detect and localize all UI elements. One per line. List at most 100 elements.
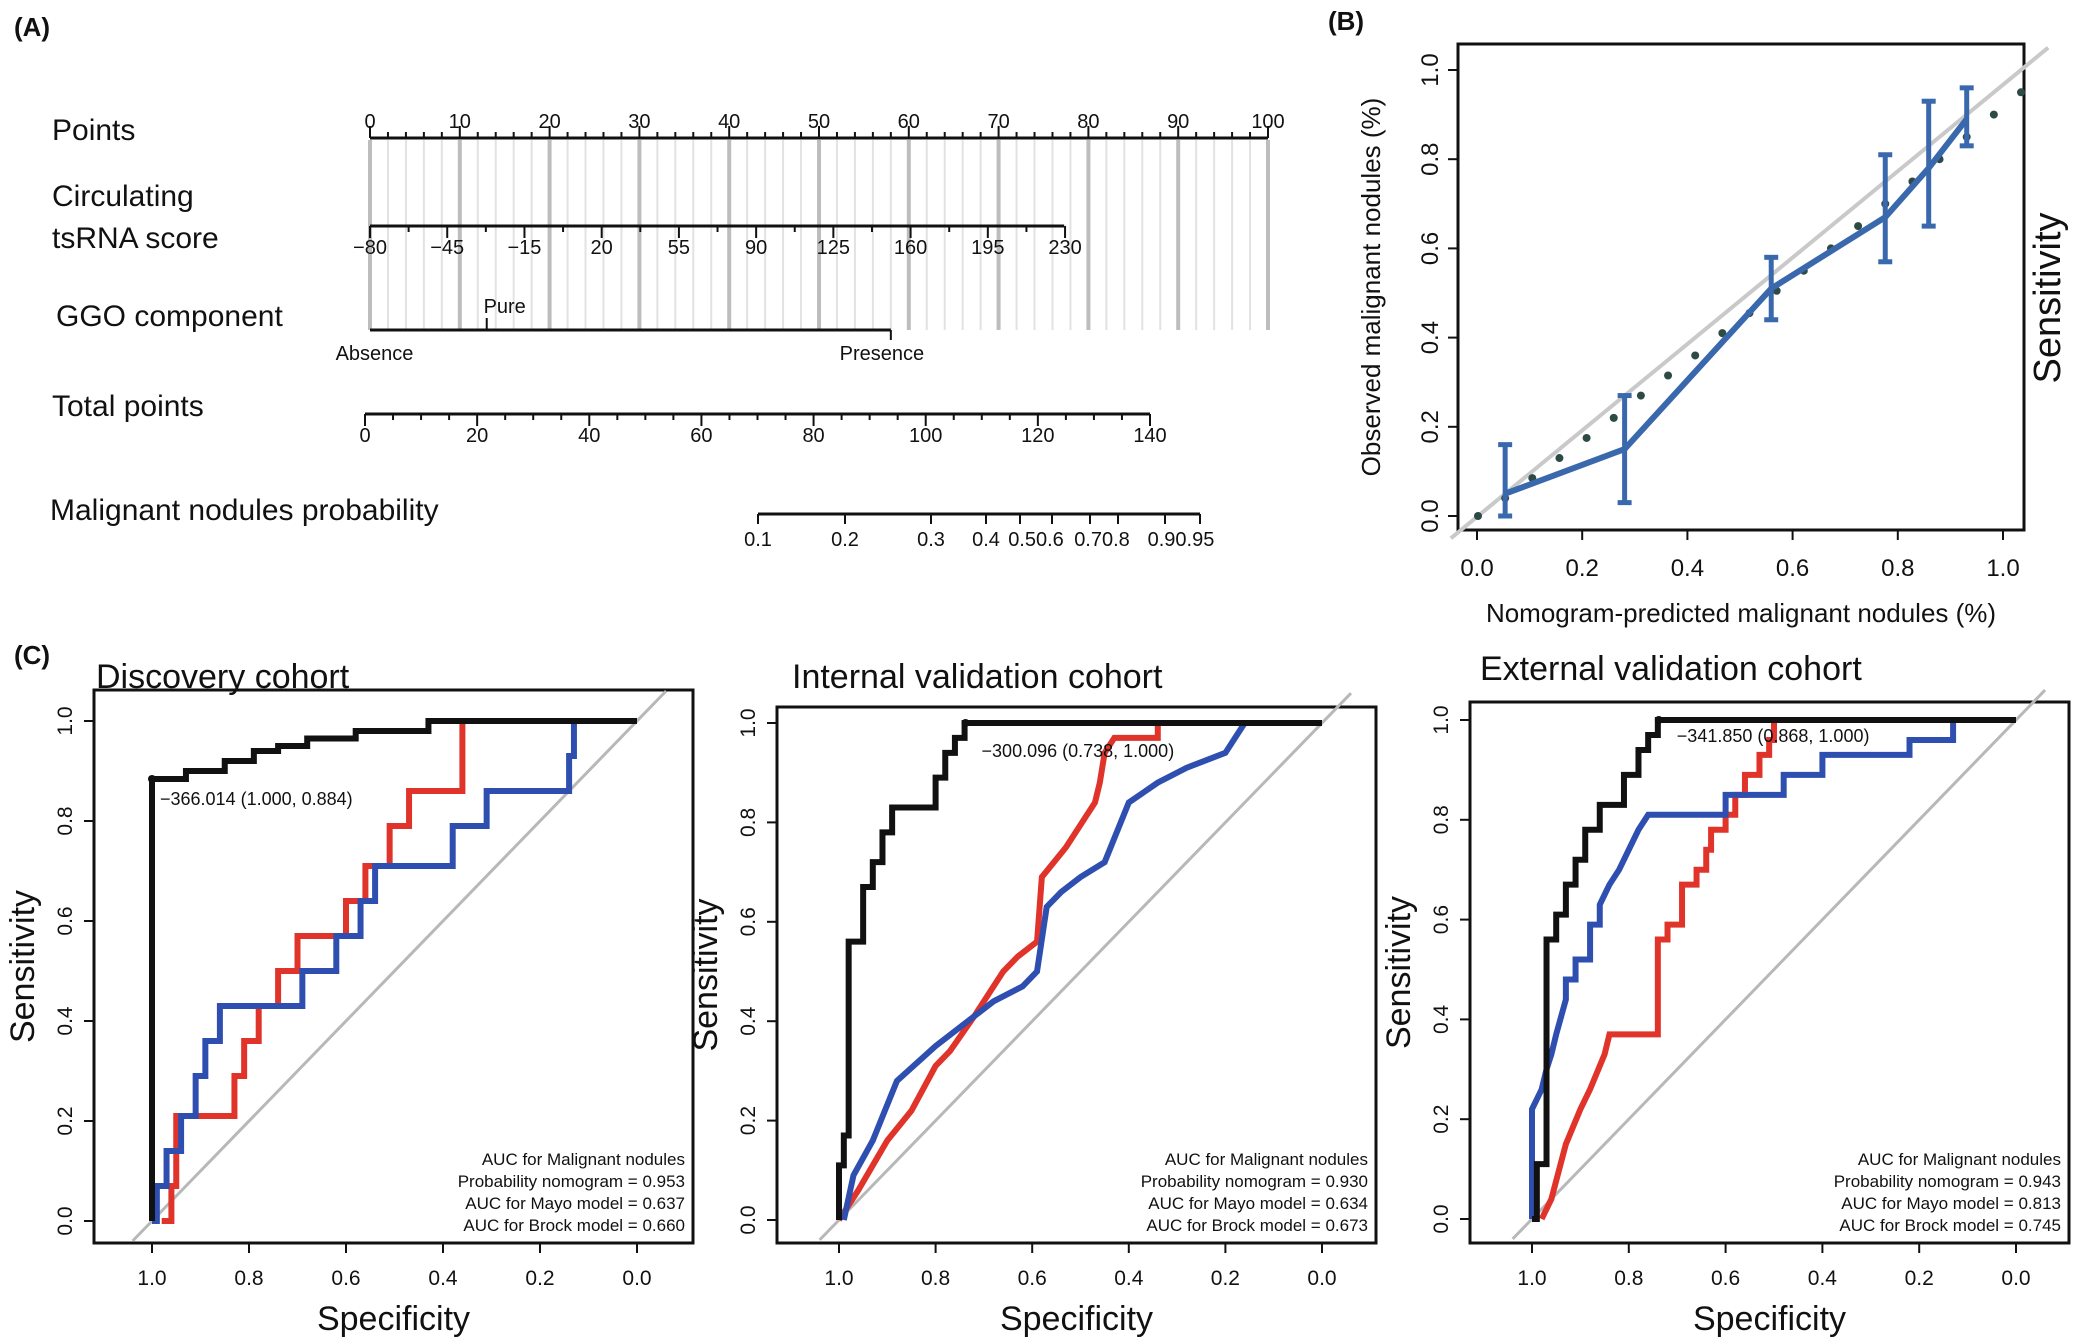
calibration-apparent-point: [1989, 110, 1998, 119]
tsrna-tick-label: 90: [745, 237, 767, 259]
roc-cutoff-label: −366.014 (1.000, 0.884): [160, 789, 353, 809]
tsrna-tick-label: 125: [817, 237, 850, 259]
roc-y-tick-label: 1.0: [1430, 705, 1453, 734]
points-tick-label: 100: [1251, 111, 1284, 133]
calibration-y-tick-label: 0.6: [1417, 232, 1444, 265]
probability-tick-label: 0.4: [972, 529, 1000, 551]
calibration-y-tick-label: 0.8: [1417, 143, 1444, 176]
roc-y-tick-label: 0.8: [737, 808, 760, 837]
calibration-apparent-point: [1636, 391, 1645, 400]
calibration-plot: 0.0 0.2 0.4 0.6 0.8 1.0 0.0 0.2 0.4 0.6 0.8 1.0 Nomo…: [1356, 42, 2050, 628]
calibration-x-label: Nomogram-predicted malignant nodules (%): [1486, 598, 1996, 628]
roc-x-tick-label: 1.0: [1517, 1267, 1546, 1290]
roc-curve-brock: [1538, 717, 1779, 1221]
probability-tick-label: 0.3: [917, 529, 945, 551]
roc-y-tick-label: 0.2: [54, 1106, 77, 1135]
roc-y-label: Sensitivity: [687, 898, 725, 1051]
roc-y-tick-label: 0.0: [1430, 1204, 1453, 1233]
calibration-line: [1504, 117, 1970, 497]
roc-y-tick-label: 0.8: [54, 806, 77, 835]
roc-x-tick-label: 0.4: [1114, 1267, 1144, 1290]
panel-label-a: (A): [14, 12, 50, 42]
ggo-tick-label: Pure: [484, 296, 526, 318]
probability-tick-label: 0.70.8: [1074, 529, 1130, 551]
roc-x-tick-label: 0.0: [2001, 1267, 2030, 1290]
roc-x-tick-label: 1.0: [824, 1267, 853, 1290]
roc-title: External validation cohort: [1480, 650, 1862, 688]
roc-legend-entry: Probability nomogram = 0.943: [1834, 1172, 2061, 1191]
roc-cutoff-point: [961, 719, 970, 727]
nomogram-row-label: GGO component: [56, 300, 283, 333]
roc-curve-mayo: [152, 721, 577, 1224]
probability-tick-label: 0.90.95: [1148, 529, 1215, 551]
roc-legend-entry: AUC for Brock model = 0.660: [463, 1216, 685, 1235]
roc-external-validation: −341.850 (0.868, 1.000) 1.0 0.8 0.6 0.4 0.2 0.…: [1380, 650, 2071, 1338]
calibration-y-tick-label: 0.0: [1417, 499, 1444, 532]
probability-tick-label: 0.2: [831, 529, 859, 551]
roc-legend-entry: Probability nomogram = 0.930: [1141, 1172, 1368, 1191]
roc-y-tick-label: 0.4: [1430, 1004, 1453, 1034]
nomogram-row-label: Points: [52, 114, 135, 147]
roc-y-tick-label: 0.0: [737, 1205, 760, 1234]
nomogram-row-label: Total points: [52, 390, 204, 423]
roc-curve-mayo: [1529, 720, 1957, 1219]
total-tick-label: 40: [578, 425, 600, 447]
points-tick-label: 70: [987, 111, 1009, 133]
tsrna-tick-label: −80: [353, 237, 387, 259]
roc-legend-entry: AUC for Brock model = 0.673: [1146, 1216, 1368, 1235]
roc-y-tick-label: 0.4: [737, 1006, 760, 1036]
ggo-tick-label: Presence: [840, 343, 925, 365]
roc-y-tick-label: 1.0: [737, 708, 760, 737]
tsrna-tick-label: −45: [430, 237, 464, 259]
roc-y-tick-label: 0.4: [54, 1006, 77, 1036]
points-tick-label: 80: [1077, 111, 1099, 133]
roc-title: Discovery cohort: [96, 658, 350, 696]
probability-tick-label: 0.1: [744, 529, 772, 551]
tsrna-tick-label: 230: [1048, 237, 1081, 259]
nomogram: Points Circulating tsRNA score GGO componen…: [50, 111, 1285, 551]
calibration-apparent-point: [1474, 512, 1482, 520]
points-tick-label: 10: [449, 111, 471, 133]
roc-discovery: −366.014 (1.000, 0.884) 1.0 0.8 0.6 0.4 0.2 0.…: [4, 658, 695, 1338]
total-tick-label: 100: [909, 425, 942, 447]
roc-legend-entry: AUC for Mayo model = 0.637: [465, 1194, 685, 1213]
roc-legend-entry: AUC for Malignant nodules: [482, 1150, 685, 1169]
points-tick-label: 30: [628, 111, 650, 133]
points-tick-label: 20: [538, 111, 560, 133]
roc-y-label: Sensitivity: [1380, 896, 1418, 1049]
calibration-apparent-point: [1609, 413, 1618, 422]
total-tick-label: 0: [359, 425, 370, 447]
total-tick-label: 140: [1133, 425, 1166, 447]
roc-frame: [92, 688, 695, 1245]
roc-legend-entry: Probability nomogram = 0.953: [458, 1172, 685, 1191]
tsrna-tick-label: 195: [971, 237, 1004, 259]
points-tick-label: 50: [808, 111, 830, 133]
calibration-x-tick-label: 0.8: [1881, 555, 1914, 582]
roc-x-label: Specificity: [1693, 1300, 1846, 1338]
roc-x-tick-label: 0.6: [1018, 1267, 1047, 1290]
roc-diagonal: [131, 689, 668, 1243]
total-tick-label: 120: [1021, 425, 1054, 447]
roc-diagonal: [818, 692, 1353, 1241]
calibration-y-label: Observed malignant nodules (%): [1356, 98, 1386, 477]
roc-y-tick-label: 0.2: [1430, 1105, 1453, 1134]
points-tick-label: 40: [718, 111, 740, 133]
roc-y-tick-label: 0.6: [737, 907, 760, 936]
calibration-reference-line: [1449, 46, 2050, 540]
nomogram-row-label: Circulating: [52, 180, 194, 213]
roc-y-tick-label: 1.0: [54, 706, 77, 735]
points-tick-label: 0: [364, 111, 375, 133]
roc-x-tick-label: 0.2: [1905, 1267, 1934, 1290]
calibration-frame: [1456, 42, 2026, 532]
roc-title: Internal validation cohort: [792, 658, 1163, 696]
roc-x-tick-label: 0.4: [1808, 1267, 1838, 1290]
tsrna-tick-label: 160: [894, 237, 927, 259]
calibration-apparent-point: [1582, 433, 1591, 442]
roc-y-tick-label: 0.8: [1430, 805, 1453, 834]
roc-legend-entry: AUC for Malignant nodules: [1858, 1150, 2061, 1169]
points-tick-label: 90: [1167, 111, 1189, 133]
total-tick-label: 80: [802, 425, 824, 447]
roc-curve-nomogram: [1532, 717, 2016, 1222]
calibration-apparent-point: [1664, 371, 1673, 380]
